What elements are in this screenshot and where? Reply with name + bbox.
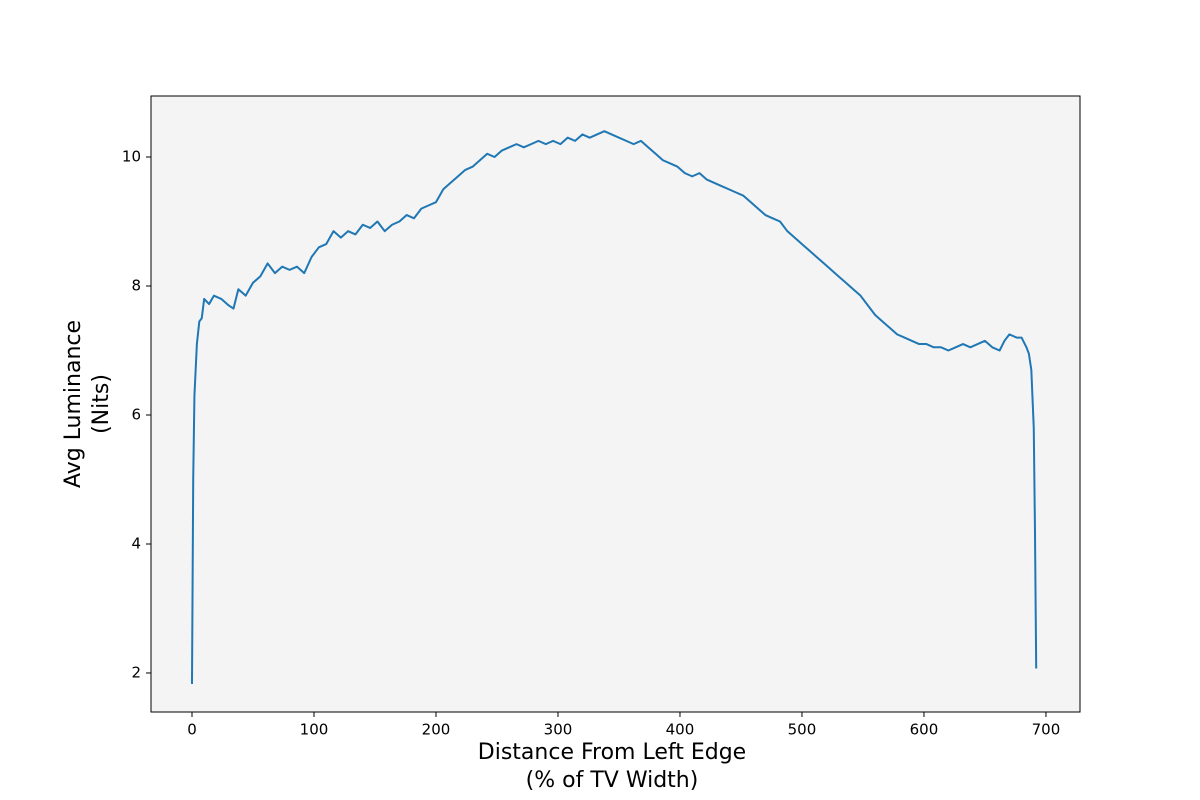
x-axis-label: (% of TV Width): [526, 768, 699, 793]
x-tick-label: 400: [666, 721, 695, 739]
x-tick-label: 100: [300, 721, 329, 739]
x-axis-label: Distance From Left Edge: [478, 740, 746, 765]
x-tick-label: 0: [187, 721, 197, 739]
y-tick-label: 8: [131, 277, 141, 295]
data-line: [190, 130, 1038, 684]
plot-frame: [150, 95, 1081, 713]
x-tick-label: 300: [544, 721, 573, 739]
y-tick-label: 4: [131, 534, 141, 552]
x-tick-label: 600: [910, 721, 939, 739]
plot-area: [151, 96, 1080, 712]
y-axis-label: Avg Luminance: [61, 320, 86, 488]
x-tick-label: 200: [422, 721, 451, 739]
x-tick-label: 700: [1032, 721, 1061, 739]
y-tick-label: 6: [131, 405, 141, 423]
y-tick-label: 10: [122, 148, 141, 166]
x-tick-label: 500: [788, 721, 817, 739]
y-tick-label: 2: [131, 663, 141, 681]
y-axis-label: (Nits): [89, 374, 114, 434]
